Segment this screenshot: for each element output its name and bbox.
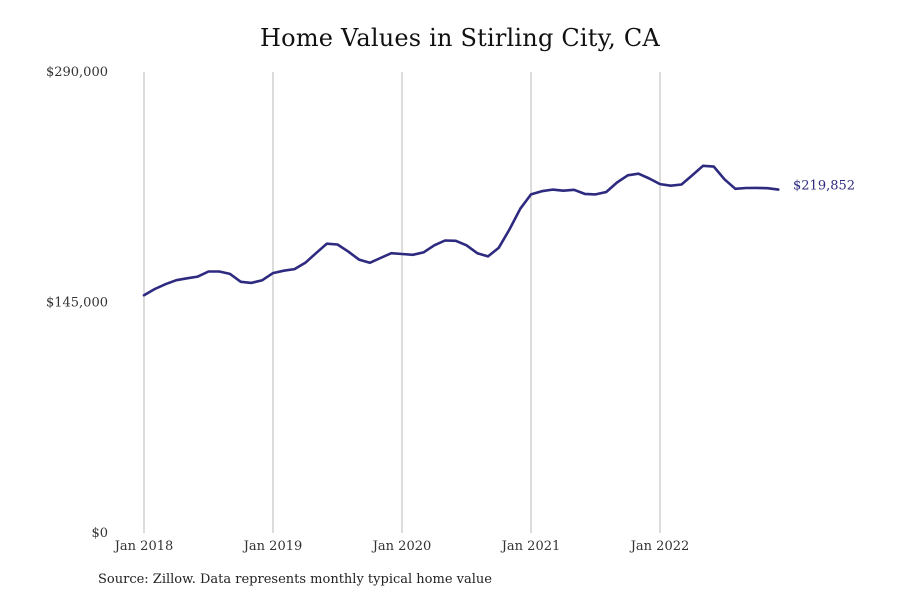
data-point [315, 252, 317, 254]
series-layer [142, 164, 780, 297]
data-point [229, 273, 231, 275]
data-point [476, 252, 478, 254]
data-point [250, 282, 252, 284]
data-point [401, 253, 403, 255]
y-tick-label: $0 [91, 526, 108, 541]
y-tick-label: $290,000 [46, 65, 108, 80]
x-tick-label: Jan 2019 [242, 539, 303, 554]
data-point [422, 251, 424, 253]
end-label-layer: $219,852 [793, 179, 855, 194]
data-point [756, 187, 758, 189]
data-point [433, 244, 435, 246]
data-point [326, 242, 328, 244]
data-point [734, 188, 736, 190]
data-point [412, 254, 414, 256]
data-point [551, 188, 553, 190]
data-point [616, 181, 618, 183]
data-point [336, 243, 338, 245]
series-line [142, 164, 780, 297]
data-point [648, 177, 650, 179]
data-point [293, 268, 295, 270]
data-point [379, 257, 381, 259]
source-note: Source: Zillow. Data represents monthly … [98, 572, 492, 587]
data-point [240, 281, 242, 283]
data-point [369, 262, 371, 264]
grid-lines [143, 72, 661, 533]
data-point [691, 174, 693, 176]
data-point [175, 279, 177, 281]
data-point [584, 193, 586, 195]
data-point [261, 279, 263, 281]
data-point [713, 165, 715, 167]
data-point [573, 189, 575, 191]
data-point [519, 208, 521, 210]
data-point [390, 252, 392, 254]
x-tick-label: Jan 2021 [500, 539, 561, 554]
data-point [498, 246, 500, 248]
x-tick-label: Jan 2022 [629, 539, 690, 554]
y-axis-ticks: $0 $145,000 $290,000 [46, 65, 108, 541]
data-point [154, 288, 156, 290]
x-tick-label: Jan 2020 [371, 539, 432, 554]
data-point [272, 272, 274, 274]
data-point [745, 187, 747, 189]
data-point [562, 190, 564, 192]
data-point [143, 294, 145, 296]
data-point [197, 275, 199, 277]
data-point [680, 183, 682, 185]
data-point [702, 165, 704, 167]
end-value-label: $219,852 [793, 179, 855, 194]
data-point [594, 193, 596, 195]
data-point [207, 270, 209, 272]
data-point [723, 178, 725, 180]
data-point [304, 262, 306, 264]
data-point [530, 193, 532, 195]
data-point [465, 244, 467, 246]
chart-title: Home Values in Stirling City, CA [260, 24, 660, 52]
data-point [186, 277, 188, 279]
data-point [766, 187, 768, 189]
data-point [637, 173, 639, 175]
data-point [541, 190, 543, 192]
y-tick-label: $145,000 [46, 296, 108, 311]
data-point [164, 283, 166, 285]
data-point [670, 184, 672, 186]
x-tick-label: Jan 2018 [113, 539, 174, 554]
data-point [444, 239, 446, 241]
x-axis-ticks: Jan 2018 Jan 2019 Jan 2020 Jan 2021 Jan 2022 [113, 539, 690, 554]
data-point [627, 174, 629, 176]
data-point [777, 188, 779, 190]
data-point [605, 191, 607, 193]
data-point [455, 240, 457, 242]
data-point [347, 250, 349, 252]
data-point [358, 258, 360, 260]
data-point [487, 255, 489, 257]
data-point [659, 183, 661, 185]
data-point [283, 270, 285, 272]
data-point [218, 270, 220, 272]
data-point [508, 228, 510, 230]
